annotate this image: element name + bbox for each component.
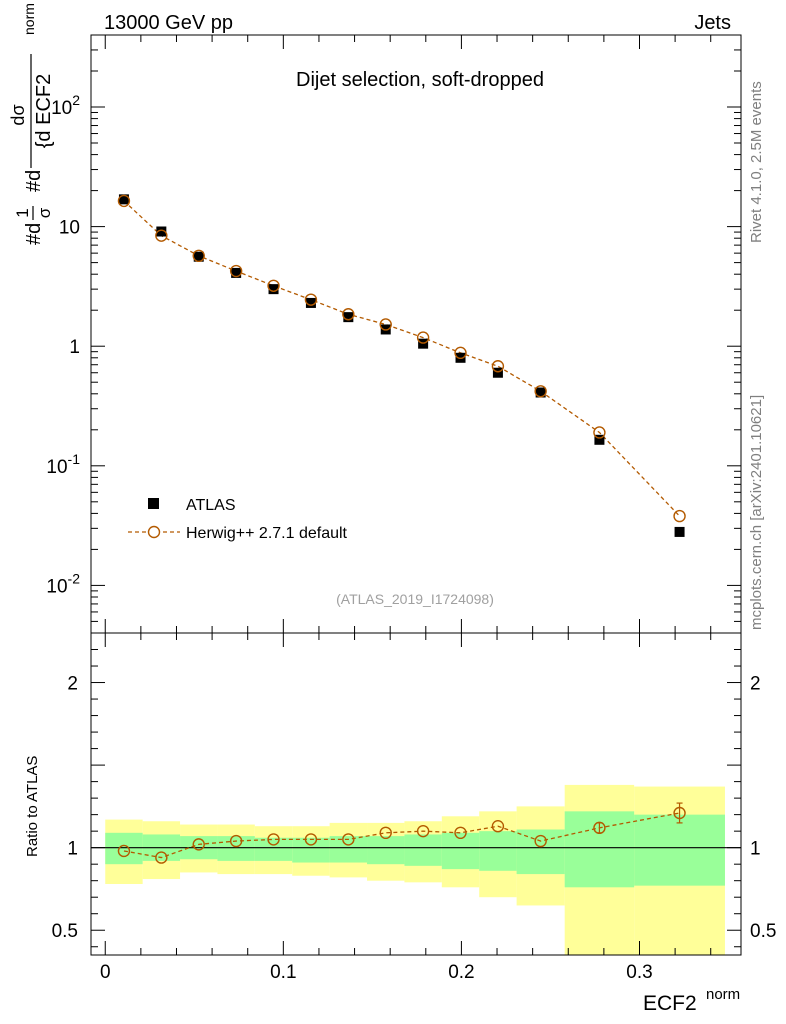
herwig-point — [155, 229, 168, 242]
y-tick-label: 10 — [59, 218, 80, 239]
uncertainty-band-inner — [292, 837, 330, 863]
ratio-herwig-point — [267, 833, 280, 846]
atlas-point — [193, 251, 204, 262]
uncertainty-band-inner — [516, 829, 565, 875]
svg-text:#d: #d — [23, 170, 45, 192]
herwig-point — [379, 318, 392, 331]
atlas-point — [674, 526, 685, 537]
main-data-layer — [117, 194, 686, 537]
ratio-panel: 0 0.1 0.2 0.3 0.5 0.5 1 1 2 2 Ratio to ATLAS ECF2… — [24, 632, 776, 1015]
uncertainty-band-inner — [634, 814, 725, 886]
herwig-point — [454, 346, 467, 360]
ratio-herwig-point — [534, 834, 547, 848]
ratio-herwig-point — [593, 821, 606, 835]
herwig-point — [342, 308, 355, 321]
ratio-herwig-point — [117, 844, 131, 858]
ratio-axes: 0 0.1 0.2 0.3 0.5 0.5 1 1 2 2 — [52, 632, 776, 983]
uncertainty-band-inner — [254, 837, 293, 861]
uncertainty-band-inner — [367, 836, 405, 865]
atlas-point — [535, 387, 546, 398]
uncertainty-band-inner — [404, 834, 442, 866]
y-tick-label: 1 — [69, 337, 80, 358]
atlas-point — [118, 194, 129, 205]
main-axes: 10-2 10-1 1 10 102 — [46, 34, 741, 634]
y-tick-label: 102 — [51, 92, 80, 119]
svg-text:dσ: dσ — [8, 104, 28, 125]
y-tick-label: 10-1 — [46, 451, 80, 478]
herwig-point — [673, 509, 686, 523]
x-tick-label: 0.1 — [270, 962, 296, 983]
atlas-point — [594, 434, 605, 445]
herwig-point — [117, 194, 131, 208]
uncertainty-band-inner — [217, 836, 255, 861]
x-tick-label: 0 — [100, 962, 111, 983]
svg-text:σ: σ — [35, 207, 54, 218]
ratio-data-layer — [91, 784, 741, 955]
herwig-point — [416, 331, 430, 344]
ratio-y-tick-label-left: 1 — [67, 839, 78, 860]
x-axis-label-sup: norm — [706, 986, 740, 1003]
x-axis-label-main: ECF2 — [643, 992, 697, 1015]
ratio-y-tick-label-left: 2 — [67, 674, 78, 695]
svg-text:1: 1 — [13, 208, 32, 217]
herwig-line — [123, 200, 681, 517]
ratio-y-tick-label-right: 1 — [750, 839, 761, 860]
herwig-point — [304, 293, 318, 306]
ratio-herwig-point — [673, 806, 686, 820]
mcplots-label: mcplots.cern.ch [arXiv:2401.10621] — [748, 395, 765, 630]
ratio-herwig-point — [304, 833, 318, 846]
ratio-herwig-point — [342, 833, 355, 846]
x-tick-label: 0.3 — [626, 962, 652, 983]
herwig-point — [229, 264, 243, 278]
ratio-herwig-point — [155, 851, 168, 864]
herwig-point — [192, 249, 205, 263]
legend-label-herwig: Herwig++ 2.7.1 default — [186, 525, 348, 542]
ratio-y-tick-label-right: 2 — [750, 674, 761, 695]
atlas-point — [231, 267, 242, 278]
ratio-y-axis-label: Ratio to ATLAS — [24, 756, 41, 857]
main-y-axis-label: #d 1 σ #d dσ {d ECF2 norm } — [8, 3, 55, 245]
legend-marker-atlas — [148, 498, 159, 509]
svg-text:#d: #d — [23, 223, 45, 245]
header-energy-label: 13000 GeV pp — [104, 12, 233, 34]
x-axis-label: ECF2 norm — [643, 986, 740, 1015]
atlas-point — [492, 367, 503, 378]
ratio-herwig-line — [123, 812, 680, 859]
herwig-point — [491, 360, 505, 373]
ratio-herwig-point — [229, 834, 243, 848]
herwig-point — [534, 385, 547, 398]
ratio-y-tick-label-left: 0.5 — [52, 921, 78, 942]
herwig-point — [267, 279, 280, 292]
main-title: Dijet selection, soft-dropped — [296, 69, 544, 91]
svg-text:{d ECF2: {d ECF2 — [33, 74, 55, 148]
ratio-herwig-point — [379, 826, 392, 840]
analysis-watermark: (ATLAS_2019_I1724098) — [336, 591, 494, 607]
ratio-herwig-point — [454, 826, 467, 840]
atlas-point — [268, 284, 279, 295]
ratio-herwig-point — [192, 838, 205, 851]
uncertainty-band-inner — [105, 832, 143, 865]
x-tick-label: 0.2 — [448, 962, 474, 983]
atlas-point — [156, 226, 167, 237]
uncertainty-band-inner — [479, 831, 517, 871]
herwig-point — [593, 426, 606, 439]
uncertainty-band-inner — [329, 836, 368, 863]
ratio-herwig-point — [491, 820, 505, 833]
y-tick-label: 10-2 — [46, 570, 80, 597]
main-panel: 10-2 10-1 1 10 102 Dijet selection, soft-dro… — [46, 34, 742, 634]
atlas-point — [305, 297, 316, 308]
main-frame — [90, 34, 742, 634]
atlas-point — [343, 312, 354, 323]
ratio-frame — [90, 632, 742, 956]
svg-text:norm: norm — [21, 3, 37, 35]
rivet-version-label: Rivet 4.1.0, 2.5M events — [748, 81, 765, 243]
header-process-label: Jets — [694, 12, 731, 34]
legend-label-atlas: ATLAS — [186, 497, 236, 514]
legend-marker-herwig — [147, 525, 161, 539]
legend: ATLAS Herwig++ 2.7.1 default — [128, 497, 348, 542]
ratio-y-tick-label-right: 0.5 — [750, 921, 776, 942]
ratio-herwig-point — [416, 824, 430, 838]
